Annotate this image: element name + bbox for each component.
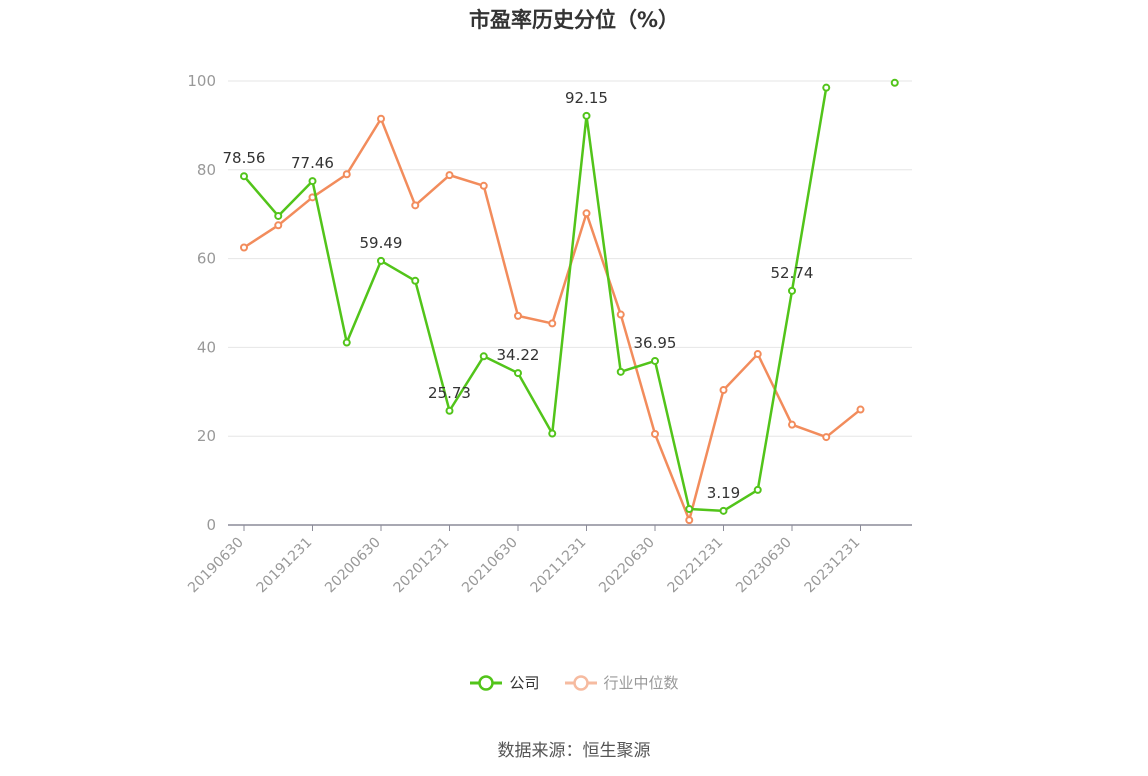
- y-tick-label: 40: [197, 338, 216, 356]
- data-label: 59.49: [360, 234, 403, 252]
- data-point-company: [479, 352, 488, 361]
- data-point-industry: [274, 221, 283, 230]
- data-point-industry: [411, 201, 420, 210]
- data-point-company: [377, 256, 385, 265]
- data-point-company: [582, 111, 591, 120]
- x-tick-label: 20190630: [185, 535, 247, 597]
- data-point-industry: [651, 429, 659, 438]
- y-tick-label: 20: [197, 427, 216, 445]
- data-point-industry: [582, 209, 591, 218]
- series-lines: [240, 78, 899, 525]
- data-point-industry: [377, 114, 385, 123]
- data-point-company: [411, 276, 420, 285]
- series-line-company: [243, 87, 828, 513]
- x-tick-label: 20220630: [596, 535, 658, 597]
- data-point-industry: [856, 405, 865, 414]
- data-point-industry: [342, 170, 351, 179]
- legend: 公司 行业中位数: [0, 672, 1148, 693]
- x-tick-label: 20191231: [254, 535, 316, 597]
- data-point-industry: [514, 311, 522, 320]
- data-point-company: [616, 367, 625, 376]
- source-note: 数据来源：恒生聚源: [497, 741, 651, 761]
- legend-label-industry: 行业中位数: [603, 674, 679, 692]
- data-label: 52.74: [771, 264, 814, 282]
- data-point-industry: [445, 171, 454, 180]
- data-point-company: [788, 286, 796, 295]
- data-point-company: [719, 506, 728, 515]
- data-point-industry: [240, 243, 248, 252]
- data-label: 78.56: [223, 149, 266, 167]
- data-label: 36.95: [634, 334, 677, 352]
- data-point-company: [514, 369, 522, 378]
- data-point-industry: [479, 181, 488, 190]
- legend-company-marker-icon: [470, 674, 503, 691]
- data-labels: 78.56 77.46 59.49 25.73 34.22 92.15 36.95 3.19 5…: [223, 89, 814, 502]
- y-tick-label: 80: [197, 161, 216, 179]
- data-point-company: [753, 485, 762, 494]
- data-point-industry: [822, 433, 831, 442]
- data-point-company: [274, 211, 283, 220]
- legend-item-industry[interactable]: 行业中位数: [564, 672, 679, 693]
- data-point-company: [685, 505, 694, 514]
- data-point-company: [308, 177, 317, 186]
- data-point-company: [240, 172, 248, 181]
- data-label: 25.73: [428, 384, 471, 402]
- y-tick-label: 60: [197, 250, 216, 268]
- data-point-company: [445, 406, 454, 415]
- x-tick-label: 20230630: [733, 535, 795, 597]
- data-point-company: [822, 83, 831, 92]
- x-tick-label: 20231231: [802, 535, 864, 597]
- data-point-industry: [685, 516, 694, 525]
- x-tick-label: 20200630: [322, 535, 384, 597]
- x-tick-label: 20211231: [528, 535, 590, 597]
- data-point-industry: [753, 350, 762, 359]
- chart-title: 市盈率历史分位（%）: [468, 8, 680, 32]
- data-label: 3.19: [707, 484, 740, 502]
- data-point-company: [890, 78, 899, 87]
- data-point-industry: [719, 386, 728, 395]
- data-point-industry: [788, 420, 796, 429]
- data-label: 77.46: [291, 154, 334, 172]
- x-tick-label: 20201231: [391, 535, 453, 597]
- axes: 0 20 40 60 80 100 20190630 20191231 20200630 2020…: [185, 72, 912, 596]
- data-point-company: [342, 338, 351, 347]
- y-tick-label: 0: [206, 516, 216, 534]
- data-point-industry: [548, 319, 557, 328]
- data-point-industry: [616, 310, 625, 319]
- legend-industry-marker-icon: [564, 674, 597, 691]
- legend-item-company[interactable]: 公司: [469, 672, 540, 693]
- line-chart: 0 20 40 60 80 100 20190630 20191231 20200630 2020…: [185, 72, 912, 596]
- y-tick-label: 100: [187, 72, 216, 90]
- data-label: 34.22: [497, 346, 540, 364]
- data-label: 92.15: [565, 89, 608, 107]
- x-tick-label: 20210630: [459, 535, 521, 597]
- data-point-company: [548, 429, 557, 438]
- legend-label-company: 公司: [509, 674, 540, 692]
- data-point-company: [651, 356, 659, 365]
- x-tick-label: 20221231: [665, 535, 727, 597]
